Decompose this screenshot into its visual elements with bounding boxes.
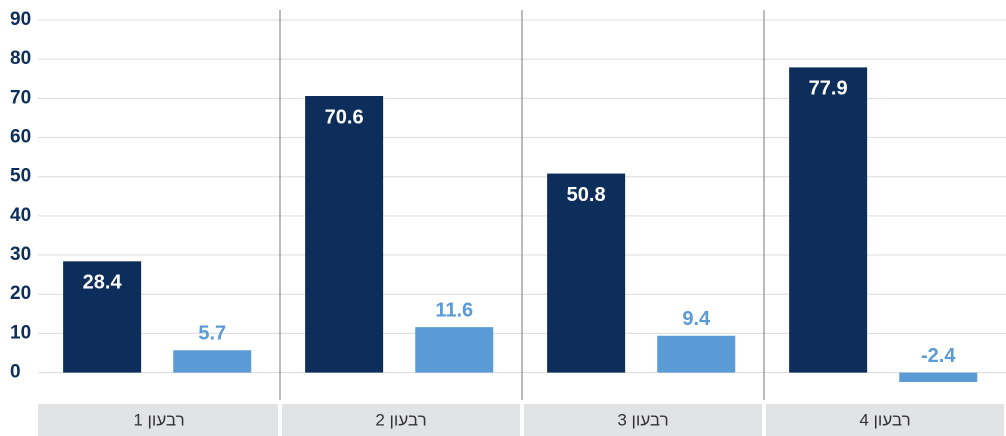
bar bbox=[789, 67, 868, 373]
bar bbox=[305, 96, 384, 373]
y-tick-label: 0 bbox=[10, 362, 21, 383]
y-tick-label: 20 bbox=[10, 283, 31, 304]
data-label: 50.8 bbox=[567, 184, 606, 206]
y-tick-label: 70 bbox=[10, 87, 31, 108]
data-label: 9.4 bbox=[682, 308, 711, 330]
category-box bbox=[282, 404, 520, 436]
x-tick-label: רבעון 2 bbox=[375, 410, 426, 429]
y-tick-label: 40 bbox=[10, 205, 31, 226]
data-label: 11.6 bbox=[435, 299, 473, 321]
bar bbox=[899, 372, 978, 382]
data-label: 70.6 bbox=[325, 106, 364, 128]
bar bbox=[63, 261, 142, 373]
bar bbox=[415, 327, 494, 373]
category-box bbox=[524, 404, 762, 436]
data-label: -2.4 bbox=[921, 345, 956, 367]
y-tick-label: 10 bbox=[10, 322, 31, 343]
bar bbox=[657, 335, 736, 373]
category-box bbox=[38, 404, 278, 436]
data-label: 5.7 bbox=[198, 323, 226, 345]
bar bbox=[173, 350, 252, 373]
data-label: 77.9 bbox=[809, 78, 848, 100]
x-tick-label: רבעון 4 bbox=[859, 410, 910, 429]
x-tick-label: רבעון 1 bbox=[133, 410, 184, 429]
y-tick-label: 50 bbox=[10, 166, 31, 187]
y-tick-label: 30 bbox=[10, 244, 31, 265]
y-tick-label: 90 bbox=[10, 9, 31, 30]
data-label: 28.4 bbox=[83, 272, 123, 294]
x-tick-label: רבעון 3 bbox=[617, 410, 668, 429]
bar bbox=[547, 173, 626, 373]
y-tick-label: 60 bbox=[10, 127, 31, 148]
category-box bbox=[766, 404, 1004, 436]
y-tick-label: 80 bbox=[10, 48, 31, 69]
